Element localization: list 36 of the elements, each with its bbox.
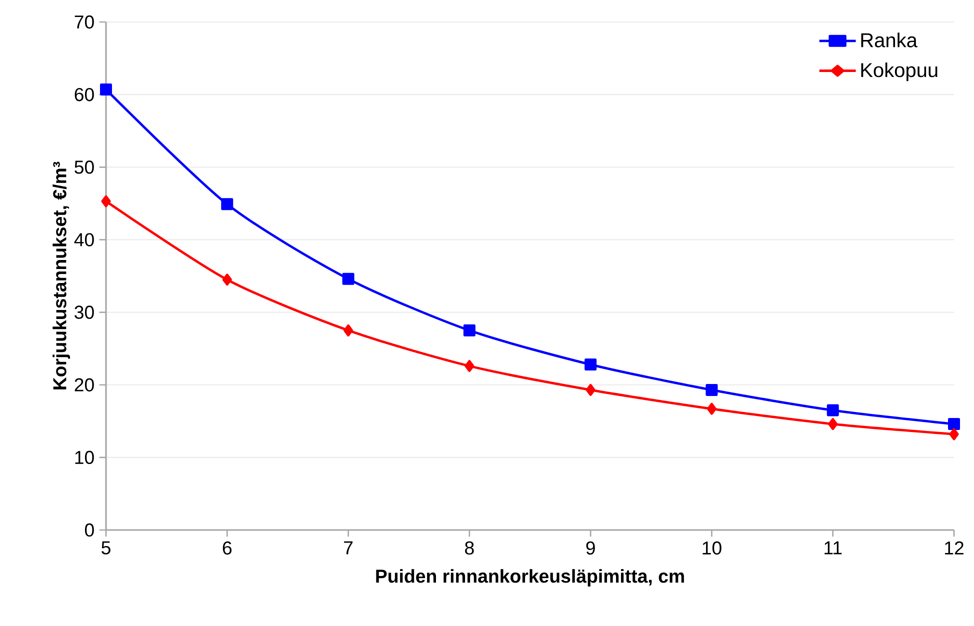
legend-label: Ranka [861,32,918,48]
point [342,272,354,285]
point [826,404,839,416]
point [949,428,959,440]
x-tick-label: 9 [586,541,595,555]
point [463,324,476,336]
point [221,198,234,210]
x-tick-label: 10 [702,541,722,555]
y-tick-label: 10 [75,450,94,464]
y-tick-label: 30 [74,306,94,319]
point [100,83,112,96]
y-tick-label: 70 [74,15,94,29]
point [222,274,232,286]
point [584,358,597,371]
point [101,195,111,208]
x-axis-title: Puiden rinnankorkeusläpimitta, cm [376,569,684,586]
point [706,384,718,396]
x-tick-label: 5 [102,541,110,554]
point [706,402,717,415]
y-tick-label: 0 [84,523,94,537]
point [343,324,354,336]
x-tick-label: 6 [222,541,232,555]
point [828,418,838,430]
x-tick-label: 8 [465,541,474,555]
x-tick-label: 11 [824,541,842,554]
point [586,384,596,396]
legend-label: Kokopuu [861,62,938,82]
y-tick-label: 60 [74,88,94,102]
point [948,418,960,430]
x-tick-label: 7 [344,541,353,554]
y-tick-label: 40 [74,233,94,246]
y-axis-title: Korjuukustannukset, €/m³ [52,162,70,390]
y-tick-label: 50 [74,160,94,174]
x-tick-label: 12 [945,541,964,554]
point [464,360,474,372]
y-tick-label: 20 [74,378,94,392]
